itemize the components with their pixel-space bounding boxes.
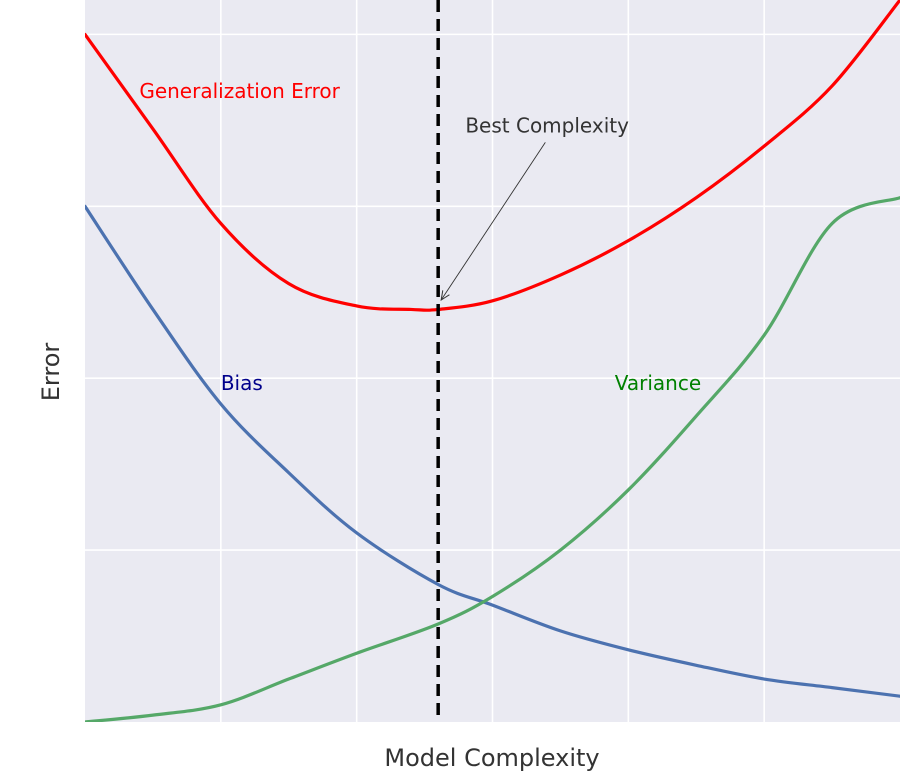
bias-line [85, 204, 900, 698]
variance-label: Variance [615, 371, 701, 395]
best-complexity-label: Best Complexity [465, 113, 629, 137]
bias-label: Bias [221, 371, 263, 395]
best-complexity-arrow [441, 142, 546, 300]
annotations: Generalization Error Best Complexity Bias V… [139, 79, 701, 395]
generalization-error-label: Generalization Error [139, 79, 340, 103]
y-axis-label: Error [37, 343, 65, 402]
series-layer [85, 0, 900, 722]
generalization-error-line [85, 0, 900, 312]
variance-line [85, 196, 900, 722]
x-axis-label: Model Complexity [384, 744, 599, 772]
grid-lines [85, 0, 900, 722]
